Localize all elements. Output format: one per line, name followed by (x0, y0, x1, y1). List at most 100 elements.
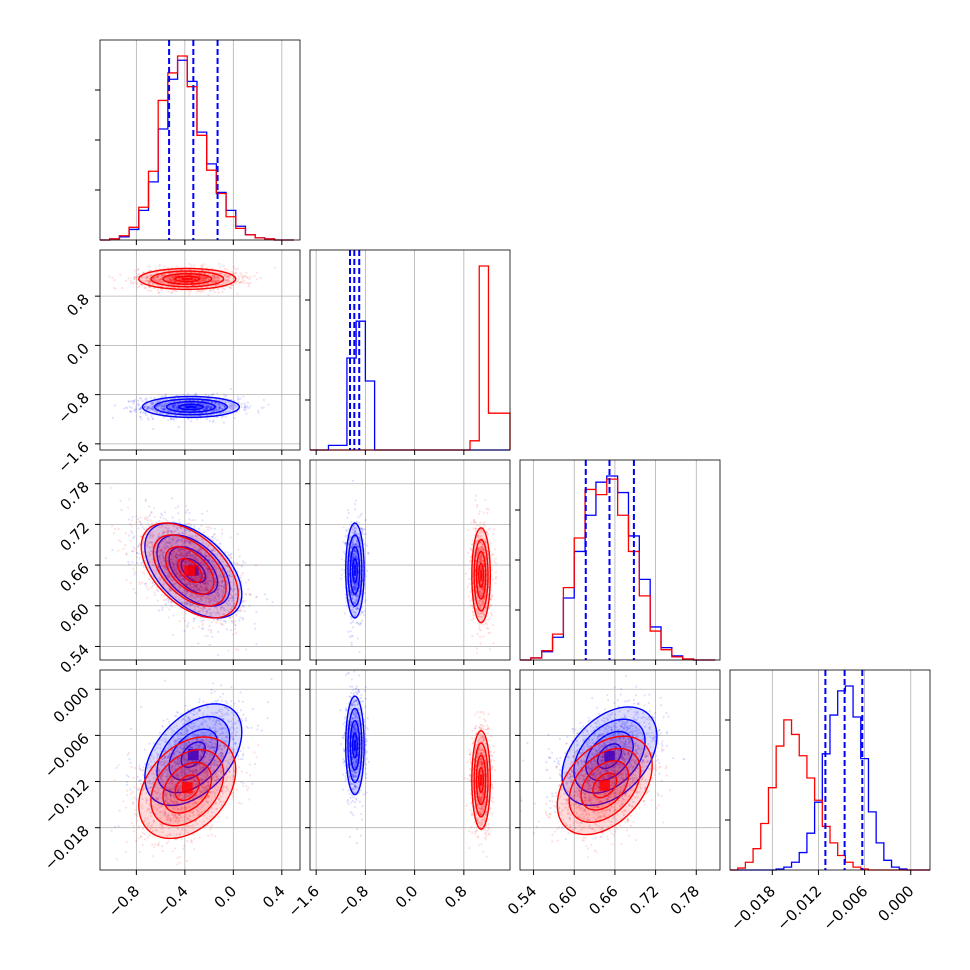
scatter-point (131, 281, 135, 284)
scatter-point (143, 517, 147, 520)
scatter-point (157, 278, 160, 281)
scatter-point (160, 565, 164, 568)
scatter-point (171, 279, 174, 282)
scatter-point (136, 275, 139, 278)
scatter-point (162, 409, 165, 412)
scatter-point (220, 585, 223, 588)
scatter-point (173, 562, 176, 566)
scatter-point (157, 291, 161, 294)
scatter-point (193, 264, 196, 267)
scatter-point (133, 408, 136, 411)
scatter-point (176, 402, 180, 406)
scatter-point (186, 552, 189, 555)
scatter-point (262, 398, 265, 402)
scatter-point (188, 560, 191, 564)
scatter-point (166, 276, 169, 280)
scatter-point (243, 274, 246, 277)
density-core (185, 405, 197, 409)
scatter-point (157, 404, 160, 407)
scatter-point (236, 562, 239, 565)
scatter-point (207, 528, 210, 531)
scatter-point (202, 278, 205, 281)
scatter-point (171, 406, 174, 409)
scatter-point (136, 518, 140, 521)
scatter-point (199, 414, 202, 417)
scatter-point (192, 596, 195, 599)
scatter-point (158, 278, 161, 282)
scatter-point (190, 575, 193, 578)
scatter-point (144, 397, 147, 401)
scatter-point (235, 280, 239, 283)
scatter-point (129, 282, 132, 285)
scatter-point (219, 266, 222, 269)
scatter-point (169, 604, 173, 607)
scatter-point (152, 278, 155, 281)
scatter-point (209, 598, 212, 601)
scatter-point (188, 412, 191, 415)
scatter-point (232, 561, 236, 564)
scatter-point (194, 557, 197, 560)
scatter-point (179, 278, 182, 281)
scatter-point (171, 561, 174, 564)
scatter-point (151, 580, 154, 584)
scatter-point (185, 582, 188, 586)
scatter-point (207, 403, 210, 406)
scatter-point (133, 573, 136, 576)
scatter-point (207, 569, 210, 573)
scatter-point (205, 588, 209, 591)
scatter-point (170, 530, 173, 534)
scatter-point (206, 405, 209, 409)
scatter-point (209, 614, 212, 617)
scatter-point (181, 577, 184, 581)
scatter-point (153, 594, 157, 597)
scatter-point (218, 403, 221, 406)
scatter-point (226, 274, 230, 277)
scatter-point (220, 590, 223, 593)
scatter-point (198, 588, 201, 591)
scatter-point (141, 526, 144, 529)
scatter-point (204, 277, 207, 280)
scatter-point (216, 618, 219, 621)
scatter-point (196, 582, 199, 586)
scatter-point (229, 286, 232, 289)
scatter-point (206, 276, 209, 279)
scatter-point (213, 280, 216, 283)
scatter-point (215, 621, 218, 624)
scatter-point (217, 291, 220, 294)
scatter-point (180, 527, 183, 530)
scatter-point (211, 548, 214, 551)
scatter-point (205, 610, 208, 613)
scatter-point (238, 555, 241, 558)
scatter-point (221, 415, 225, 418)
scatter-point (186, 554, 189, 557)
scatter-point (206, 407, 210, 410)
scatter-point (229, 629, 233, 632)
scatter-point (185, 551, 188, 554)
scatter-point (221, 561, 224, 564)
scatter-point (199, 277, 202, 280)
scatter-point (220, 584, 223, 588)
scatter-point (183, 406, 186, 409)
scatter-point (214, 280, 217, 283)
scatter-point (204, 596, 207, 599)
scatter-point (222, 405, 225, 408)
scatter-point (212, 571, 215, 574)
scatter-point (152, 408, 155, 411)
scatter-point (165, 530, 168, 533)
scatter-point (158, 399, 162, 402)
scatter-point (193, 277, 196, 280)
scatter-point (151, 584, 154, 588)
scatter-point (194, 277, 198, 280)
scatter-point (240, 574, 243, 577)
scatter-point (201, 622, 204, 625)
scatter-point (190, 562, 193, 565)
scatter-point (148, 265, 151, 268)
scatter-point (170, 417, 173, 421)
scatter-point (174, 404, 177, 407)
scatter-point (167, 418, 170, 422)
scatter-point (176, 539, 179, 542)
scatter-point (228, 570, 231, 574)
scatter-point (189, 575, 192, 579)
scatter-point (230, 404, 234, 407)
scatter-point (202, 531, 206, 534)
